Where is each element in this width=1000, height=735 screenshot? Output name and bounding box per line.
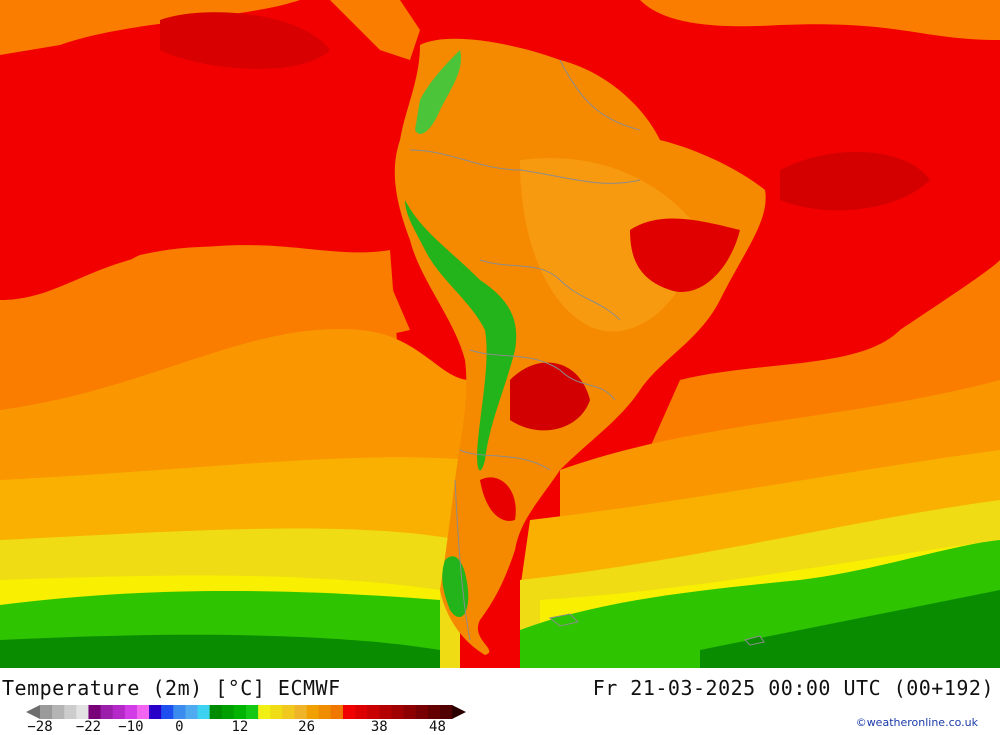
legend-arrow-low xyxy=(26,705,40,719)
chaco-hot-spot xyxy=(510,362,590,431)
legend-swatch xyxy=(149,705,162,719)
legend-swatch xyxy=(330,705,344,719)
legend-swatch xyxy=(88,705,101,719)
legend-swatch xyxy=(161,705,174,719)
legend-swatch xyxy=(342,705,356,719)
andes-green xyxy=(405,200,517,471)
legend-swatch xyxy=(100,705,114,719)
legend-tick-label: 48 xyxy=(429,719,446,735)
falkland-islands xyxy=(548,613,579,627)
band-dark-green xyxy=(0,634,440,668)
legend-swatch xyxy=(318,705,332,719)
legend-tick-label: 0 xyxy=(175,719,184,735)
dark-red-patch-east xyxy=(780,151,930,211)
central-america-land xyxy=(330,0,420,60)
legend-swatch xyxy=(439,705,453,719)
legend-swatch xyxy=(233,705,247,719)
band-dark-green-east xyxy=(700,590,1000,668)
legend-tick-label: 26 xyxy=(298,719,316,735)
legend-tick-label: 38 xyxy=(370,719,388,735)
legend-swatch xyxy=(185,705,198,719)
legend-swatch xyxy=(270,705,283,719)
legend-tick-labels: −28 −22 −10 0 12 26 38 48 xyxy=(0,719,480,735)
legend-tick-label: −22 xyxy=(75,719,102,735)
legend-swatch xyxy=(427,705,441,719)
legend-swatch xyxy=(379,705,392,719)
legend-swatch xyxy=(391,705,404,719)
legend-swatch xyxy=(76,705,89,719)
legend-swatch xyxy=(197,705,210,719)
legend-tick-label: −28 xyxy=(27,719,53,735)
northeast-hot-spot xyxy=(630,218,740,292)
map-footer xyxy=(0,668,1000,733)
brazil-lighter-interior xyxy=(520,158,700,332)
legend-swatch xyxy=(367,705,380,719)
patagonia-andes-green xyxy=(442,556,469,618)
legend-swatch xyxy=(403,705,416,719)
legend-swatch xyxy=(173,705,186,719)
legend-swatch xyxy=(52,705,65,719)
map-title: Temperature (2m) [°C] ECMWF xyxy=(2,676,341,700)
legend-swatch xyxy=(415,705,429,719)
legend-swatch xyxy=(294,705,307,719)
pampas-hot-spot xyxy=(480,477,516,521)
legend-swatch xyxy=(282,705,295,719)
legend-tick-label: 12 xyxy=(231,719,249,735)
legend-swatch xyxy=(221,705,235,719)
legend-swatch xyxy=(64,705,77,719)
band-northeast-orange xyxy=(640,0,1000,40)
country-borders xyxy=(409,59,641,641)
valid-time: Fr 21-03-2025 00:00 UTC (00+192) xyxy=(592,676,994,700)
south-georgia xyxy=(744,635,765,646)
credit-link[interactable]: ©weatheronline.co.uk xyxy=(855,716,978,729)
legend-tick-label: −10 xyxy=(118,719,144,735)
legend-swatch xyxy=(40,705,53,719)
legend-swatch xyxy=(355,705,368,719)
legend-arrow-high xyxy=(452,705,466,719)
legend-swatch xyxy=(246,705,259,719)
color-legend xyxy=(26,705,466,719)
legend-swatch xyxy=(136,705,150,719)
legend-swatch xyxy=(209,705,223,719)
legend-swatch xyxy=(306,705,320,719)
legend-swatch xyxy=(258,705,271,719)
dark-red-patch-north xyxy=(160,12,330,69)
temperature-map xyxy=(0,0,1000,668)
legend-swatch xyxy=(112,705,126,719)
legend-swatch xyxy=(124,705,138,719)
andes-north-green xyxy=(415,50,461,134)
